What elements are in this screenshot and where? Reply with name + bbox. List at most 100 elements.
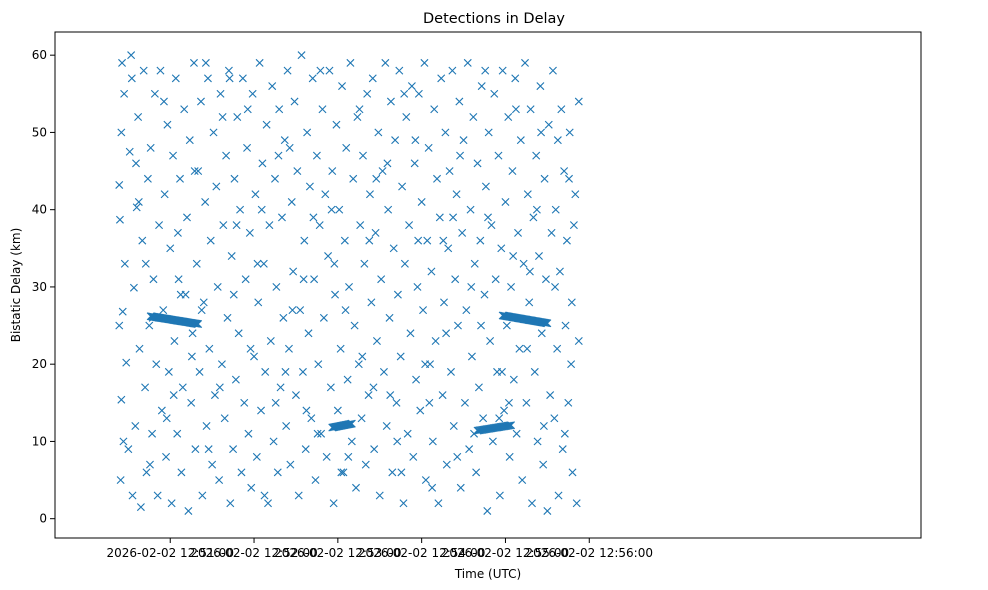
data-point (206, 236, 215, 245)
data-point (319, 313, 328, 322)
data-point (465, 445, 474, 454)
data-point (463, 58, 472, 67)
data-point (262, 120, 271, 129)
data-point (539, 460, 548, 469)
data-point (466, 205, 475, 214)
data-point (302, 406, 311, 415)
y-tick-label: 0 (39, 512, 47, 526)
data-point (152, 360, 161, 369)
data-point (523, 344, 532, 353)
data-point (368, 74, 377, 83)
data-point (487, 221, 496, 230)
data-point (419, 306, 428, 315)
data-point (271, 398, 280, 407)
data-point (509, 375, 518, 384)
data-point (400, 259, 409, 268)
data-point (215, 476, 224, 485)
data-point (209, 128, 218, 137)
data-point (141, 259, 150, 268)
data-point (534, 252, 543, 261)
data-point (187, 352, 196, 361)
data-point (344, 452, 353, 461)
data-point (156, 66, 165, 75)
data-point (367, 298, 376, 307)
data-point (296, 306, 305, 315)
data-point (453, 321, 462, 330)
data-point (136, 503, 145, 512)
data-point (305, 182, 314, 191)
x-tick-label: 2026-02-02 12:56:00 (526, 546, 653, 560)
data-point (442, 329, 451, 338)
data-point (572, 499, 581, 508)
data-point (328, 167, 337, 176)
data-point (424, 143, 433, 152)
data-point (565, 128, 574, 137)
data-point (220, 414, 229, 423)
data-point (132, 159, 141, 168)
data-point (237, 468, 246, 477)
data-point (227, 252, 236, 261)
data-point (342, 143, 351, 152)
data-point (469, 112, 478, 121)
data-point (347, 437, 356, 446)
data-point (222, 151, 231, 160)
data-point (264, 499, 272, 508)
data-point (282, 421, 291, 430)
data-point (312, 151, 321, 160)
data-point (122, 358, 131, 367)
data-point (537, 128, 546, 137)
data-point (481, 66, 490, 75)
data-point (294, 491, 303, 500)
data-point (134, 197, 143, 206)
data-point (505, 452, 514, 461)
data-point (565, 174, 574, 183)
data-point (456, 483, 465, 492)
data-point (159, 306, 168, 315)
data-point (187, 398, 196, 407)
data-point (546, 391, 555, 400)
track-point (347, 419, 356, 428)
data-point (269, 437, 278, 446)
data-point (285, 143, 294, 152)
data-point (536, 82, 545, 91)
data-point (515, 344, 524, 353)
data-point (297, 51, 306, 60)
data-point (456, 151, 465, 160)
data-point (431, 337, 440, 345)
data-point (293, 167, 302, 176)
data-point (403, 429, 412, 438)
data-point (467, 352, 476, 361)
data-point (551, 282, 560, 291)
data-point (525, 298, 534, 307)
data-point (116, 476, 125, 485)
data-point (134, 112, 143, 121)
data-point (308, 74, 317, 83)
data-point (544, 120, 553, 129)
data-point (233, 112, 242, 121)
data-point (439, 236, 448, 245)
data-point (409, 452, 418, 461)
data-point (287, 197, 296, 206)
data-point (117, 128, 126, 137)
y-tick-label: 40 (32, 203, 47, 217)
data-point (316, 66, 325, 75)
data-point (138, 236, 147, 245)
data-point (379, 367, 388, 376)
data-point (173, 228, 182, 237)
data-point (326, 383, 335, 392)
data-point (225, 74, 234, 83)
data-point (359, 151, 367, 160)
data-point (354, 360, 363, 369)
data-point (119, 437, 128, 446)
data-point (397, 468, 406, 477)
track-point (345, 420, 354, 429)
data-point (363, 89, 372, 98)
data-point (560, 167, 569, 176)
data-point (213, 282, 222, 291)
data-point (127, 74, 136, 83)
data-point (337, 468, 346, 477)
y-tick-label: 30 (32, 280, 47, 294)
data-point (428, 437, 437, 446)
data-point (185, 136, 194, 145)
data-point (477, 82, 486, 91)
